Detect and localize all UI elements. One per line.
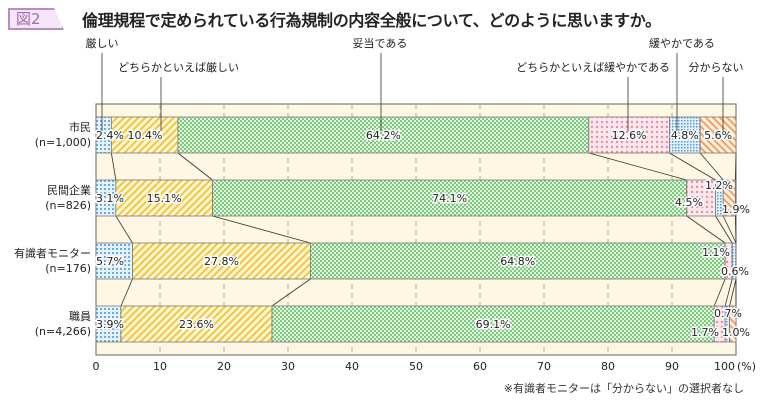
x-tick-label: 0: [93, 360, 100, 373]
x-tick-label: 40: [345, 360, 359, 373]
bar-segment: [309, 242, 726, 280]
bar-segment: [731, 242, 737, 280]
bar-segment: [132, 242, 311, 280]
connector-line: [713, 278, 726, 307]
value-label: 5.7%: [96, 255, 124, 268]
connector-line: [110, 152, 117, 181]
bar-segment: [729, 305, 737, 343]
connector-line: [722, 215, 737, 244]
connector-line: [729, 278, 737, 307]
bar-segment: [110, 116, 179, 154]
figure-badge: 図2: [8, 8, 64, 30]
value-label: 0.6%: [721, 265, 749, 278]
bar-segment: [115, 179, 213, 217]
bar-segment: [271, 305, 715, 343]
value-label: 1.0%: [722, 326, 750, 339]
category-label: 職員: [69, 310, 91, 323]
category-label: 有識者モニター: [14, 246, 91, 260]
x-tick-label: 30: [281, 360, 295, 373]
x-unit-label: (%): [737, 360, 756, 373]
value-label: 12.6%: [612, 129, 647, 142]
bar-segment: [669, 116, 701, 154]
value-label: 15.1%: [147, 192, 182, 205]
value-label: 23.6%: [179, 318, 214, 331]
value-label: 1.9%: [722, 203, 750, 216]
connector-line: [120, 278, 133, 307]
connector-line: [115, 215, 133, 244]
legend-label: 分からない: [689, 61, 744, 74]
connector-line: [734, 215, 737, 244]
category-n-label: (n=176): [45, 262, 91, 275]
value-label: 1.1%: [702, 246, 730, 259]
chart-title: 倫理規程で定められている行為規制の内容全般について、どのように思いますか。: [82, 11, 661, 30]
x-tick-label: 20: [217, 360, 231, 373]
x-tick-label: 60: [473, 360, 487, 373]
category-n-label: (n=826): [45, 199, 91, 212]
bar-segment: [95, 242, 133, 280]
value-label: 10.4%: [128, 129, 163, 142]
connector-line: [669, 152, 716, 181]
connector-line: [588, 152, 687, 181]
legend-label: どちらかといえば緩やかである: [516, 61, 670, 74]
bar-segment: [120, 305, 273, 343]
value-label: 64.8%: [500, 255, 535, 268]
bar-segment: [686, 179, 716, 217]
connector-line: [715, 215, 733, 244]
connector-line: [734, 152, 737, 181]
value-label: 4.5%: [675, 196, 703, 209]
value-label: 27.8%: [204, 255, 239, 268]
value-label: 3.9%: [96, 318, 124, 331]
bar-segment: [588, 116, 670, 154]
value-label: 69.1%: [476, 318, 511, 331]
value-label: 4.8%: [671, 129, 699, 142]
value-label: 74.1%: [432, 192, 467, 205]
bar-segment: [722, 179, 736, 217]
value-label: 1.2%: [705, 179, 733, 192]
legend-label: 緩やかである: [649, 37, 715, 50]
bar-segment: [699, 116, 737, 154]
connector-line: [177, 152, 213, 181]
connector-line: [686, 215, 726, 244]
value-label: 0.7%: [714, 307, 742, 320]
bar-segment: [177, 116, 590, 154]
x-tick-label: 100: [714, 360, 735, 373]
value-label: 3.1%: [96, 192, 124, 205]
x-tick-label: 50: [409, 360, 423, 373]
legend-label: 厳しい: [86, 36, 119, 50]
category-label: 民間企業: [47, 183, 91, 197]
bar-segment: [212, 179, 688, 217]
footnote: ※有識者モニターは「分からない」の選択者なし: [503, 382, 744, 395]
value-label: 2.4%: [96, 129, 124, 142]
connector-line: [724, 278, 733, 307]
category-label: 市民: [69, 120, 91, 134]
legend-label: どちらかといえば厳しい: [118, 60, 239, 74]
x-tick-label: 70: [537, 360, 551, 373]
legend-label: 妥当である: [353, 36, 408, 50]
connector-line: [271, 278, 311, 307]
value-label: 64.2%: [366, 129, 401, 142]
category-n-label: (n=4,266): [35, 325, 91, 338]
x-tick-label: 80: [601, 360, 615, 373]
x-tick-label: 10: [153, 360, 167, 373]
connector-line: [699, 152, 724, 181]
value-label: 5.6%: [704, 129, 732, 142]
value-label: 1.7%: [691, 326, 719, 339]
x-tick-label: 90: [665, 360, 679, 373]
connector-line: [212, 215, 311, 244]
category-n-label: (n=1,000): [35, 136, 91, 149]
bar-segment: [95, 305, 122, 343]
